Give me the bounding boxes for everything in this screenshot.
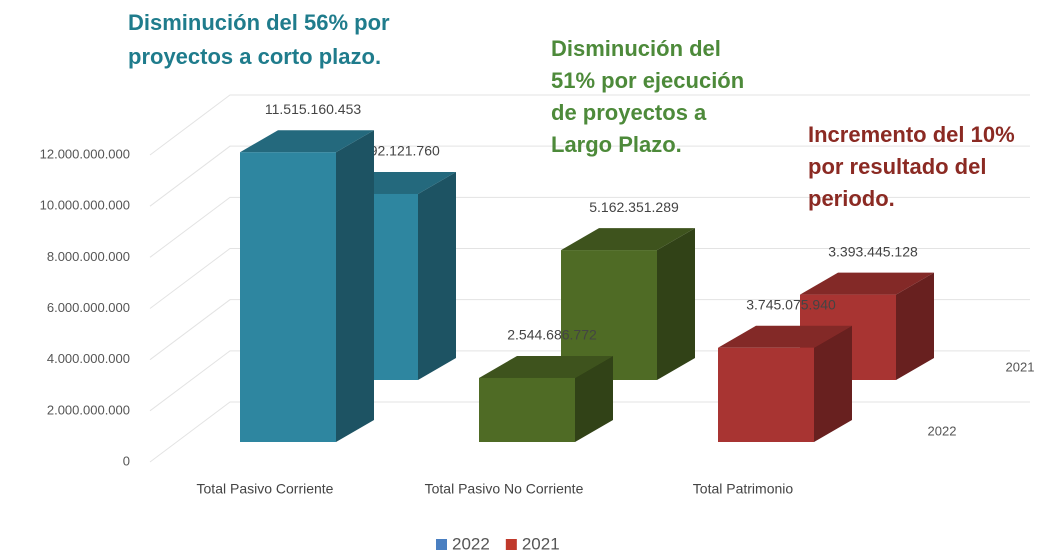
bar-side: [814, 325, 852, 442]
y-tick-label: 2.000.000.000: [47, 402, 130, 417]
annotation: periodo.: [808, 186, 895, 211]
bar-top: [800, 272, 934, 295]
grid-line: [149, 299, 1030, 361]
y-tick-label: 6.000.000.000: [47, 300, 130, 315]
y-tick-label: 4.000.000.000: [47, 351, 130, 366]
grid-line: [149, 94, 1030, 156]
bar: [718, 347, 814, 442]
legend-label: 2021: [522, 534, 560, 553]
legend-label: 2022: [452, 534, 490, 553]
grid-line: [149, 145, 1030, 207]
bar: [479, 377, 575, 442]
value-label: 3.393.445.128: [828, 243, 918, 259]
grid-line: [149, 196, 1030, 258]
legend-swatch: [505, 539, 517, 550]
value-label: 2.544.686.772: [507, 327, 597, 343]
annotation: 51% por ejecución: [551, 68, 744, 93]
annotation: por resultado del: [808, 154, 986, 179]
value-label: 3.745.075.940: [746, 296, 836, 312]
x-tick-label: Total Pasivo No Corriente: [425, 481, 584, 497]
y-tick-label: 0: [123, 453, 130, 468]
y-tick-label: 12.000.000.000: [40, 146, 130, 161]
x-tick-label: Total Pasivo Corriente: [197, 481, 334, 497]
bar-side: [336, 130, 374, 443]
value-label: 5.162.351.289: [589, 199, 679, 215]
legend-swatch: [436, 539, 447, 550]
annotation: Disminución del 56% por: [128, 10, 390, 35]
bar-top: [718, 325, 852, 348]
bar-side: [418, 171, 456, 380]
bar-top: [479, 355, 613, 378]
depth-label: 2022: [928, 423, 957, 438]
y-tick-label: 10.000.000.000: [40, 198, 130, 213]
annotation: Disminución del: [551, 36, 721, 61]
bar-side: [896, 272, 934, 380]
grid-line: [149, 248, 1030, 309]
bar-top: [561, 228, 695, 251]
depth-label: 2021: [1006, 359, 1035, 374]
bar-side: [575, 355, 613, 442]
annotation: de proyectos a: [551, 100, 707, 125]
annotation: Largo Plazo.: [551, 132, 682, 157]
bar-top: [240, 130, 374, 153]
annotation: Incremento del 10%: [808, 122, 1015, 147]
y-tick-label: 8.000.000.000: [47, 249, 130, 264]
x-tick-label: Total Patrimonio: [693, 481, 794, 497]
bar-side: [657, 228, 695, 380]
value-label: 11.515.160.453: [265, 101, 361, 117]
annotation: proyectos a corto plazo.: [128, 44, 381, 69]
bar: [240, 152, 336, 443]
